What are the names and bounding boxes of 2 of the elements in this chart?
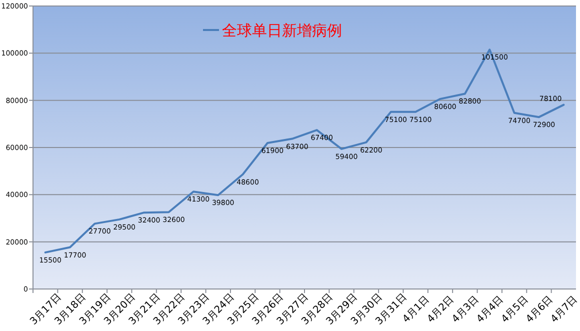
legend-label: 全球单日新增病例 [222, 21, 342, 40]
line-series [44, 48, 565, 254]
